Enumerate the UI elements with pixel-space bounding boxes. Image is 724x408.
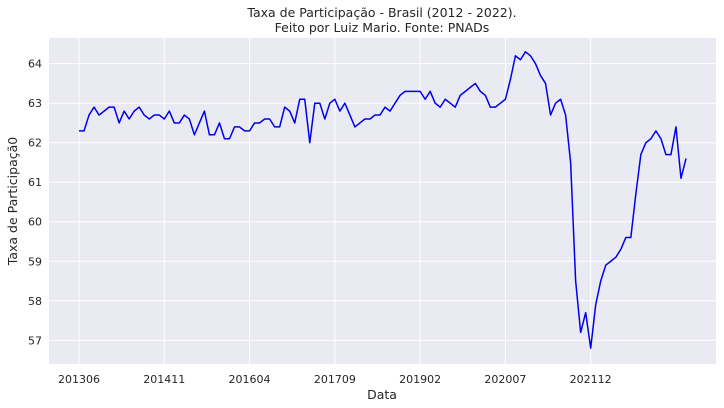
x-tick-label: 202112 — [570, 373, 612, 386]
x-tick-label: 201306 — [58, 373, 100, 386]
series-line — [79, 51, 687, 349]
x-axis-label: Data — [367, 387, 397, 402]
y-ticks: 57 58 59 60 61 62 63 64 — [28, 58, 42, 348]
y-axis-label: Taxa de Participaçã0 — [5, 137, 20, 266]
grid-lines — [49, 38, 716, 364]
x-ticks: 201306 201411 201604 201709 201902 202007 2021… — [58, 373, 612, 386]
y-tick-label: 64 — [28, 58, 42, 71]
y-tick-label: 63 — [28, 97, 42, 110]
y-tick-label: 62 — [28, 137, 42, 150]
plot-area — [49, 38, 716, 364]
x-tick-label: 201604 — [229, 373, 271, 386]
x-tick-label: 201709 — [314, 373, 356, 386]
x-tick-label: 201902 — [399, 373, 441, 386]
y-tick-label: 58 — [28, 295, 42, 308]
chart-subtitle: Feito por Luiz Mario. Fonte: PNADs — [275, 20, 490, 35]
chart-title: Taxa de Participação - Brasil (2012 - 20… — [246, 5, 516, 20]
x-tick-label: 202007 — [484, 373, 526, 386]
y-tick-label: 61 — [28, 176, 42, 189]
y-tick-label: 57 — [28, 334, 42, 347]
x-tick-label: 201411 — [143, 373, 185, 386]
series-layer — [79, 51, 687, 349]
y-tick-label: 60 — [28, 216, 42, 229]
y-tick-label: 59 — [28, 255, 42, 268]
